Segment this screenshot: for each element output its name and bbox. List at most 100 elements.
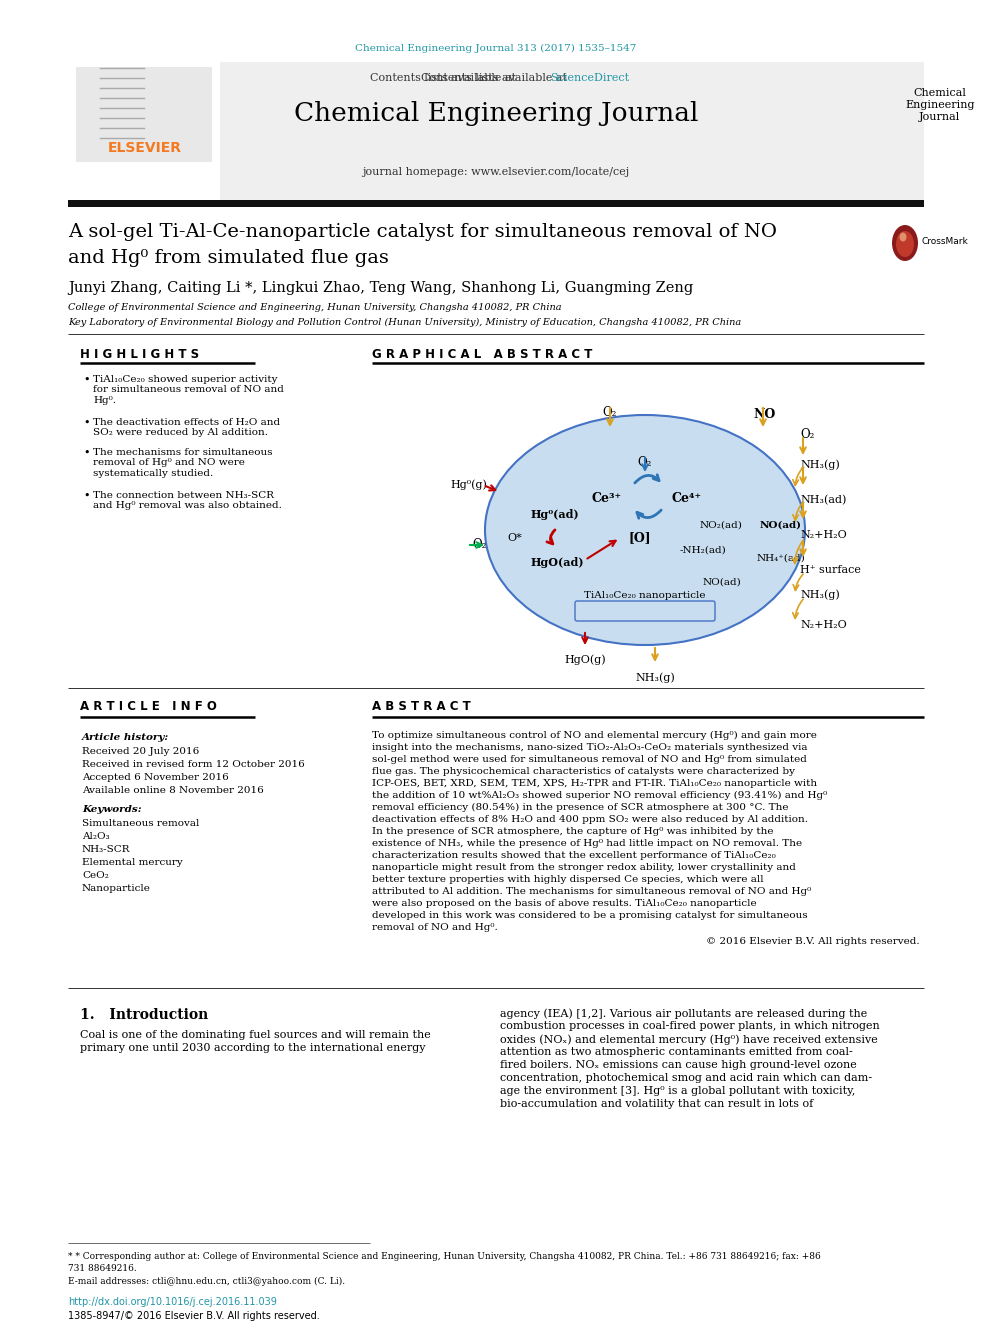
Text: Received in revised form 12 October 2016: Received in revised form 12 October 2016 (82, 759, 305, 769)
Text: NO(ad): NO(ad) (703, 578, 742, 586)
Text: CeO₂: CeO₂ (82, 871, 109, 880)
Text: •: • (83, 448, 89, 458)
Text: deactivation effects of 8% H₂O and 400 ppm SO₂ were also reduced by Al addition.: deactivation effects of 8% H₂O and 400 p… (372, 815, 808, 824)
Text: were also proposed on the basis of above results. TiAl₁₀Ce₂₀ nanoparticle: were also proposed on the basis of above… (372, 900, 757, 908)
Text: In the presence of SCR atmosphere, the capture of Hg⁰ was inhibited by the: In the presence of SCR atmosphere, the c… (372, 827, 774, 836)
Text: 1.   Introduction: 1. Introduction (80, 1008, 208, 1021)
Text: NH₄⁺(ad): NH₄⁺(ad) (757, 553, 806, 562)
Text: Chemical Engineering Journal: Chemical Engineering Journal (294, 101, 698, 126)
Text: HgO(g): HgO(g) (564, 655, 606, 665)
Text: NO: NO (754, 409, 776, 422)
Text: N₂+H₂O: N₂+H₂O (800, 531, 847, 540)
Text: NO₂(ad): NO₂(ad) (700, 520, 743, 529)
Text: attention as two atmospheric contaminants emitted from coal-: attention as two atmospheric contaminant… (500, 1046, 853, 1057)
Text: Contents lists available at: Contents lists available at (370, 73, 520, 83)
Text: Chemical
Engineering
Journal: Chemical Engineering Journal (906, 89, 975, 122)
Text: Elemental mercury: Elemental mercury (82, 859, 183, 867)
Text: * * Corresponding author at: College of Environmental Science and Engineering, H: * * Corresponding author at: College of … (68, 1252, 820, 1261)
Text: insight into the mechanisms, nano-sized TiO₂-Al₂O₃-CeO₂ materials synthesized vi: insight into the mechanisms, nano-sized … (372, 744, 807, 751)
Text: College of Environmental Science and Engineering, Hunan University, Changsha 410: College of Environmental Science and Eng… (68, 303, 561, 312)
Text: bio-accumulation and volatility that can result in lots of: bio-accumulation and volatility that can… (500, 1099, 813, 1109)
Ellipse shape (485, 415, 805, 646)
Text: attributed to Al addition. The mechanisms for simultaneous removal of NO and Hg⁰: attributed to Al addition. The mechanism… (372, 886, 811, 896)
Text: developed in this work was considered to be a promising catalyst for simultaneou: developed in this work was considered to… (372, 912, 807, 919)
Bar (68, 200, 924, 206)
Text: existence of NH₃, while the presence of Hg⁰ had little impact on NO removal. The: existence of NH₃, while the presence of … (372, 839, 803, 848)
Text: ScienceDirect: ScienceDirect (550, 73, 629, 83)
Text: The mechanisms for simultaneous
removal of Hg⁰ and NO were
systematically studie: The mechanisms for simultaneous removal … (93, 448, 273, 478)
Text: O*: O* (508, 533, 523, 542)
Bar (68, 62, 220, 200)
Text: Key Laboratory of Environmental Biology and Pollution Control (Hunan University): Key Laboratory of Environmental Biology … (68, 318, 741, 327)
Text: NO(ad): NO(ad) (760, 520, 802, 529)
Text: H⁺ surface: H⁺ surface (800, 565, 861, 576)
Bar (76, 67, 212, 161)
Text: A sol-gel Ti-Al-Ce-nanoparticle catalyst for simultaneous removal of NO: A sol-gel Ti-Al-Ce-nanoparticle catalyst… (68, 224, 777, 241)
Ellipse shape (892, 225, 918, 261)
Text: Junyi Zhang, Caiting Li *, Lingkui Zhao, Teng Wang, Shanhong Li, Guangming Zeng: Junyi Zhang, Caiting Li *, Lingkui Zhao,… (68, 280, 693, 295)
Ellipse shape (900, 233, 907, 242)
Text: © 2016 Elsevier B.V. All rights reserved.: © 2016 Elsevier B.V. All rights reserved… (706, 937, 920, 946)
Text: NH₃(ad): NH₃(ad) (800, 495, 846, 505)
Text: -NH₂(ad): -NH₂(ad) (680, 545, 727, 554)
Ellipse shape (896, 232, 914, 257)
Bar (68, 62, 924, 200)
Text: To optimize simultaneous control of NO and elemental mercury (Hg⁰) and gain more: To optimize simultaneous control of NO a… (372, 732, 816, 740)
Text: TiAl₁₀Ce₂₀ showed superior activity
for simultaneous removal of NO and
Hg⁰.: TiAl₁₀Ce₂₀ showed superior activity for … (93, 374, 284, 405)
Text: Hg⁰(ad): Hg⁰(ad) (531, 509, 579, 520)
Text: Nanoparticle: Nanoparticle (82, 884, 151, 893)
Text: O₂: O₂ (638, 455, 652, 468)
Text: N₂+H₂O: N₂+H₂O (800, 620, 847, 630)
Text: Keywords:: Keywords: (82, 804, 142, 814)
Text: Article history:: Article history: (82, 733, 170, 742)
Text: Available online 8 November 2016: Available online 8 November 2016 (82, 786, 264, 795)
Text: A R T I C L E   I N F O: A R T I C L E I N F O (80, 700, 217, 713)
Text: G R A P H I C A L   A B S T R A C T: G R A P H I C A L A B S T R A C T (372, 348, 592, 360)
Text: Ce³⁺: Ce³⁺ (592, 492, 622, 504)
Text: •: • (83, 491, 89, 501)
Text: oxides (NOₓ) and elemental mercury (Hg⁰) have received extensive: oxides (NOₓ) and elemental mercury (Hg⁰)… (500, 1035, 878, 1045)
Text: 731 88649216.: 731 88649216. (68, 1263, 137, 1273)
Text: concentration, photochemical smog and acid rain which can dam-: concentration, photochemical smog and ac… (500, 1073, 872, 1084)
Text: ICP-OES, BET, XRD, SEM, TEM, XPS, H₂-TPR and FT-IR. TiAl₁₀Ce₂₀ nanoparticle with: ICP-OES, BET, XRD, SEM, TEM, XPS, H₂-TPR… (372, 779, 817, 789)
Text: Received 20 July 2016: Received 20 July 2016 (82, 747, 199, 755)
Text: H I G H L I G H T S: H I G H L I G H T S (80, 348, 199, 360)
Text: the addition of 10 wt%Al₂O₃ showed superior NO removal efficiency (93.41%) and H: the addition of 10 wt%Al₂O₃ showed super… (372, 791, 827, 800)
Text: removal efficiency (80.54%) in the presence of SCR atmosphere at 300 °C. The: removal efficiency (80.54%) in the prese… (372, 803, 789, 812)
Text: •: • (83, 418, 89, 429)
Text: TiAl₁₀Ce₂₀ nanoparticle: TiAl₁₀Ce₂₀ nanoparticle (584, 590, 705, 599)
Text: CrossMark: CrossMark (922, 237, 969, 246)
Text: Simultaneous removal: Simultaneous removal (82, 819, 199, 828)
Text: Contents lists available at: Contents lists available at (422, 73, 570, 83)
Text: nanoparticle might result from the stronger redox ability, lower crystallinity a: nanoparticle might result from the stron… (372, 863, 796, 872)
Text: The deactivation effects of H₂O and
SO₂ were reduced by Al addition.: The deactivation effects of H₂O and SO₂ … (93, 418, 280, 438)
Text: Accepted 6 November 2016: Accepted 6 November 2016 (82, 773, 229, 782)
Text: Al₂O₃: Al₂O₃ (82, 832, 110, 841)
Text: primary one until 2030 according to the international energy: primary one until 2030 according to the … (80, 1043, 426, 1053)
Text: flue gas. The physicochemical characteristics of catalysts were characterized by: flue gas. The physicochemical characteri… (372, 767, 795, 777)
Text: O₂: O₂ (603, 406, 617, 418)
Text: 1385-8947/© 2016 Elsevier B.V. All rights reserved.: 1385-8947/© 2016 Elsevier B.V. All right… (68, 1311, 319, 1320)
Text: E-mail addresses: ctli@hnu.edu.cn, ctli3@yahoo.com (C. Li).: E-mail addresses: ctli@hnu.edu.cn, ctli3… (68, 1277, 345, 1286)
Text: better texture properties with highly dispersed Ce species, which were all: better texture properties with highly di… (372, 875, 764, 884)
Text: agency (IEA) [1,2]. Various air pollutants are released during the: agency (IEA) [1,2]. Various air pollutan… (500, 1008, 867, 1019)
Text: fired boilers. NOₓ emissions can cause high ground-level ozone: fired boilers. NOₓ emissions can cause h… (500, 1060, 857, 1070)
Text: age the environment [3]. Hg⁰ is a global pollutant with toxicity,: age the environment [3]. Hg⁰ is a global… (500, 1086, 855, 1095)
Text: NH₃(g): NH₃(g) (800, 459, 840, 470)
Text: journal homepage: www.elsevier.com/locate/cej: journal homepage: www.elsevier.com/locat… (362, 167, 630, 177)
Text: Hg⁰(g): Hg⁰(g) (450, 480, 487, 491)
Text: HgO(ad): HgO(ad) (531, 557, 583, 568)
Text: NH₃(g): NH₃(g) (635, 672, 675, 683)
Text: Ce⁴⁺: Ce⁴⁺ (672, 492, 702, 504)
Text: combustion processes in coal-fired power plants, in which nitrogen: combustion processes in coal-fired power… (500, 1021, 880, 1031)
Text: http://dx.doi.org/10.1016/j.cej.2016.11.039: http://dx.doi.org/10.1016/j.cej.2016.11.… (68, 1297, 277, 1307)
Text: characterization results showed that the excellent performance of TiAl₁₀Ce₂₀: characterization results showed that the… (372, 851, 776, 860)
Text: The connection between NH₃-SCR
and Hg⁰ removal was also obtained.: The connection between NH₃-SCR and Hg⁰ r… (93, 491, 282, 511)
Text: removal of NO and Hg⁰.: removal of NO and Hg⁰. (372, 923, 498, 931)
Text: NH₃-SCR: NH₃-SCR (82, 845, 131, 855)
Text: O₂: O₂ (800, 429, 814, 442)
Text: ELSEVIER: ELSEVIER (108, 142, 182, 155)
Text: A B S T R A C T: A B S T R A C T (372, 700, 471, 713)
Text: [O]: [O] (629, 532, 652, 545)
Text: •: • (83, 374, 89, 385)
